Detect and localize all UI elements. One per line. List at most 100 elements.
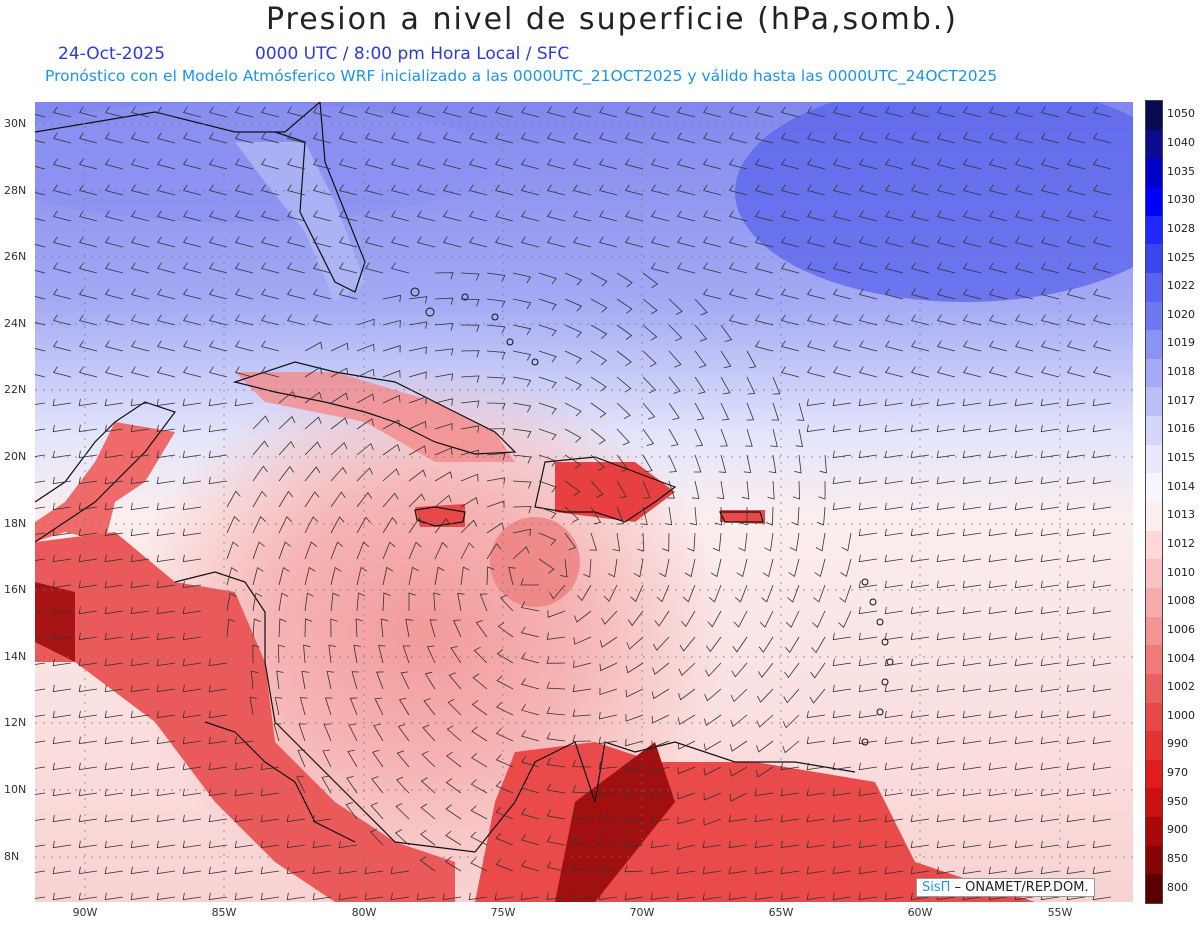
wind-barb (884, 788, 904, 797)
wind-barb (642, 272, 659, 289)
wind-barb (598, 132, 618, 144)
wind-barb (728, 288, 748, 300)
wind-barb (884, 158, 904, 170)
wind-barb (858, 892, 878, 901)
wind-barb (936, 476, 956, 485)
wind-barb (650, 210, 670, 222)
wind-barb (650, 815, 670, 824)
wind-barb (624, 132, 644, 144)
wind-barb (858, 632, 878, 641)
wind-barb (104, 632, 124, 641)
wind-barb (434, 566, 445, 586)
wind-barb (703, 740, 722, 751)
wind-barb (521, 730, 540, 742)
wind-barb (434, 518, 451, 534)
wind-barb (1014, 658, 1034, 667)
wind-barb (286, 132, 306, 144)
wind-barb (512, 402, 532, 413)
wind-barb (371, 776, 384, 794)
wind-barb (1040, 684, 1060, 693)
wind-barb (208, 788, 228, 797)
wind-barb (424, 671, 436, 690)
wind-barb (962, 710, 982, 719)
colorbar-label: 990 (1167, 737, 1188, 751)
wind-barb (495, 754, 514, 768)
wind-barb (755, 766, 774, 778)
wind-barb (182, 314, 202, 326)
wind-barb (962, 554, 982, 563)
wind-barb (762, 558, 774, 578)
wind-barb (962, 314, 982, 326)
wind-barb (130, 502, 150, 511)
wind-barb (470, 831, 488, 846)
wind-barb (445, 830, 462, 846)
wind-barb (702, 236, 722, 248)
wind-barb (858, 366, 878, 378)
wind-barb (962, 340, 982, 352)
wind-barb (382, 345, 401, 353)
wind-barb (286, 866, 306, 875)
colorbar-label: 1012 (1167, 536, 1195, 550)
wind-barb (780, 814, 800, 823)
wind-barb (676, 106, 696, 118)
wind-barb (442, 106, 462, 118)
wind-barb (668, 454, 677, 473)
wind-barb (130, 366, 150, 378)
wind-barb (252, 566, 264, 586)
wind-barb (156, 736, 176, 745)
wind-barb (226, 515, 240, 534)
wind-barb (35, 192, 46, 196)
wind-barb (884, 450, 904, 459)
wind-barb (832, 736, 852, 745)
wind-barb (182, 210, 202, 222)
wind-barb (546, 809, 566, 820)
wind-barb (182, 606, 202, 615)
wind-barb (304, 416, 322, 430)
wind-barb (720, 428, 728, 447)
wind-barb (402, 645, 411, 664)
wind-barb (806, 366, 826, 378)
wind-barb (832, 288, 852, 300)
wind-barb (1066, 340, 1086, 352)
wind-barb (78, 132, 98, 144)
wind-barb (420, 829, 436, 846)
wind-barb (733, 610, 748, 628)
wind-barb (1092, 184, 1112, 196)
wind-barb (1014, 788, 1034, 797)
wind-barb (104, 262, 124, 274)
wind-barb (156, 762, 176, 771)
wind-barb (252, 644, 260, 664)
wind-barb (661, 532, 670, 552)
wind-barb (512, 506, 532, 514)
wind-barb (650, 892, 670, 901)
wind-barb (910, 398, 930, 407)
wind-barb (226, 541, 239, 560)
wind-barb (471, 700, 488, 716)
wind-barb (624, 864, 644, 873)
lon-label-65w: 65W (768, 906, 794, 919)
wind-barb (286, 814, 306, 823)
wind-barb (729, 766, 748, 777)
wind-barb (546, 681, 566, 690)
wind-barb (988, 398, 1008, 407)
wind-barb (182, 710, 202, 719)
wind-barb (78, 450, 98, 459)
wind-barb (78, 736, 98, 745)
wind-barb (676, 210, 696, 222)
wind-barb (356, 393, 375, 404)
wind-barb (156, 554, 176, 563)
wind-barb (104, 788, 124, 797)
wind-barb (130, 106, 150, 118)
wind-barb (1092, 262, 1112, 274)
wind-barb (858, 866, 878, 875)
wind-barb (312, 106, 332, 118)
wind-barb (182, 132, 202, 144)
wind-barb (278, 566, 290, 586)
wind-barb (858, 528, 878, 537)
wind-barb (624, 814, 644, 822)
wind-barb (252, 465, 268, 482)
wind-barb (642, 298, 658, 315)
wind-barb (486, 350, 506, 360)
wind-barb (486, 376, 506, 385)
wind-barb (962, 366, 982, 378)
